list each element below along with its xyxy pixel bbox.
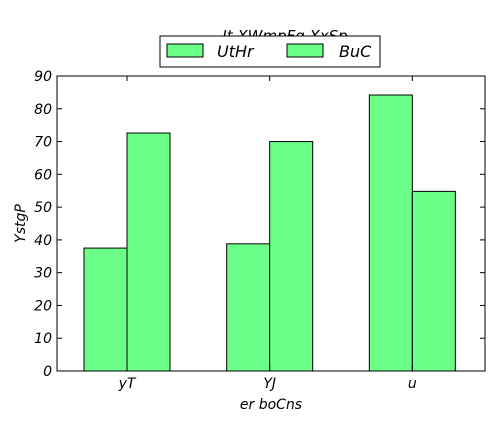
y-tick-label: 50	[34, 200, 52, 216]
y-tick-label: 30	[34, 266, 52, 282]
legend-label-series-1: UtHr	[217, 42, 255, 61]
y-tick-label: 10	[34, 331, 52, 347]
legend-label-series-2: BuC	[339, 42, 372, 61]
bar-1-2	[226, 243, 271, 372]
legend-swatch-series-1	[166, 43, 204, 58]
y-tick-label: 70	[34, 135, 52, 151]
y-tick-label: 90	[34, 69, 52, 85]
legend: UtHr BuC	[159, 35, 381, 68]
bar-2-3	[411, 190, 456, 372]
y-tick-label: 0	[43, 364, 52, 380]
legend-swatch-series-2	[286, 43, 324, 58]
y-axis-label: YstgP	[13, 204, 29, 243]
plot-frame	[56, 75, 486, 372]
y-tick-label: 80	[34, 102, 52, 118]
bar-2-2	[269, 141, 314, 372]
x-tick-label: YJ	[263, 376, 276, 392]
bars-layer	[83, 94, 456, 372]
bar-1-1	[83, 247, 128, 372]
x-tick-label: yT	[118, 376, 137, 392]
y-tick-label: 60	[34, 167, 52, 183]
x-axis-label: er boCns	[240, 397, 302, 413]
ticks-layer: 0 10 20 30 40 50 60 70 80 90 yT YJ u	[34, 69, 485, 392]
y-tick-label: 40	[34, 233, 52, 249]
x-tick-label: u	[408, 376, 417, 392]
bar-1-3	[368, 94, 413, 372]
bar-2-1	[126, 132, 171, 372]
y-tick-label: 20	[34, 298, 52, 314]
